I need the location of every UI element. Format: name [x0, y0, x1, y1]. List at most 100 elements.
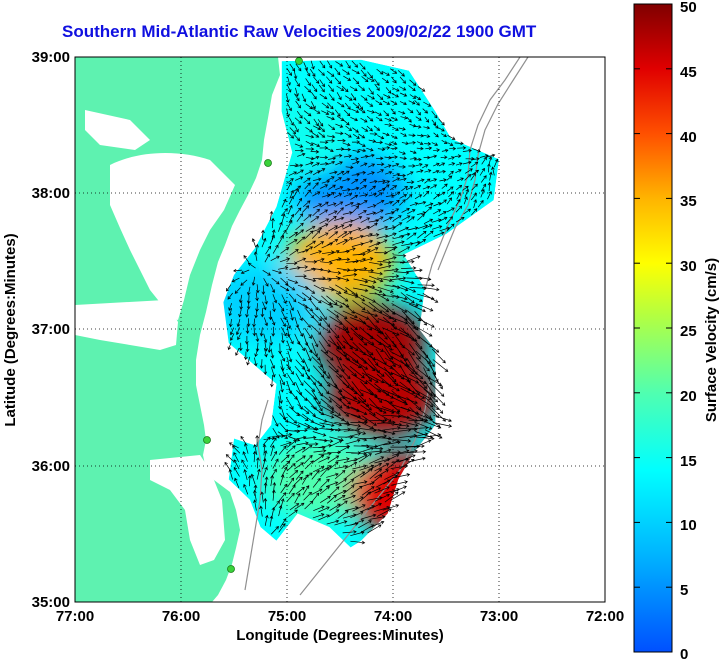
velocity-arrow [335, 478, 348, 487]
velocity-arrow [400, 284, 417, 293]
velocity-arrow [302, 317, 311, 328]
velocity-arrow [334, 201, 344, 207]
velocity-arrow [240, 279, 248, 286]
velocity-arrow [423, 420, 442, 429]
velocity-arrow [279, 422, 289, 433]
velocity-arrow [430, 184, 438, 189]
velocity-arrow [487, 163, 491, 173]
velocity-arrow [326, 359, 339, 373]
velocity-arrow [296, 197, 303, 207]
x-tick-label: 72:00 [586, 608, 624, 625]
velocity-arrow [377, 225, 389, 231]
velocity-arrow [278, 221, 283, 232]
velocity-arrow [392, 177, 401, 182]
velocity-arrow [263, 278, 269, 287]
velocity-arrow [471, 183, 478, 191]
velocity-arrow [242, 451, 248, 462]
velocity-arrow [425, 146, 433, 151]
velocity-arrow [367, 153, 375, 158]
velocity-arrow [416, 396, 434, 408]
velocity-arrow [406, 294, 423, 302]
velocity-arrow [351, 202, 361, 207]
velocity-arrow [407, 209, 416, 215]
velocity-arrow [384, 200, 393, 205]
velocity-arrow [455, 216, 465, 223]
velocity-arrow [448, 156, 455, 160]
velocity-arrow [407, 268, 423, 273]
velocity-arrow [422, 292, 439, 303]
velocity-arrow [401, 266, 417, 270]
velocity-arrow [228, 468, 233, 480]
colorbar-tick-label: 15 [680, 453, 697, 470]
velocity-arrow [390, 68, 398, 74]
velocity-arrow [359, 326, 374, 340]
y-tick-label: 35:00 [32, 594, 70, 611]
velocity-arrow [439, 226, 450, 232]
velocity-arrow [294, 333, 301, 346]
velocity-arrow [361, 232, 373, 238]
velocity-arrow [334, 335, 346, 349]
velocity-arrow [433, 162, 440, 167]
velocity-arrow [374, 493, 390, 502]
velocity-arrow [417, 283, 435, 288]
velocity-arrow [417, 213, 425, 221]
speed-region-jet-core-2 [327, 357, 438, 438]
velocity-arrow [312, 203, 323, 209]
velocity-arrow [391, 310, 408, 321]
velocity-arrow [234, 287, 241, 294]
colorbar-label: Surface Velocity (cm/s) [703, 258, 720, 422]
velocity-arrow [417, 230, 427, 239]
velocity-arrow [280, 454, 290, 463]
velocity-arrow [430, 154, 438, 159]
velocity-arrow [409, 432, 429, 438]
velocity-arrow [286, 219, 293, 230]
velocity-arrow [280, 317, 286, 327]
velocity-arrow [319, 209, 329, 216]
velocity-arrow [360, 154, 369, 159]
y-tick-labels: 39:00 38:00 37:00 36:00 35:00 [32, 49, 70, 611]
colorbar-tick-label: 30 [680, 258, 697, 275]
velocity-arrow [377, 264, 392, 270]
velocity-arrow [423, 218, 434, 225]
velocity-arrow [415, 162, 423, 167]
velocity-arrow [272, 458, 279, 469]
velocity-arrow [464, 168, 473, 174]
velocity-arrow [269, 234, 275, 245]
velocity-arrow [335, 276, 350, 282]
velocity-arrow [309, 349, 321, 361]
velocity-arrow [456, 192, 461, 200]
velocity-arrow [318, 514, 330, 521]
velocity-arrow [342, 302, 355, 314]
velocity-arrow [382, 184, 390, 190]
velocity-arrow [342, 326, 353, 341]
velocity-arrow [455, 169, 462, 174]
velocity-arrow [343, 154, 352, 159]
velocity-arrow [392, 172, 401, 177]
velocity-arrow [351, 108, 360, 114]
velocity-arrow [264, 348, 268, 358]
velocity-arrow [454, 154, 462, 158]
velocity-arrow [432, 359, 449, 372]
velocity-arrow [399, 76, 407, 84]
velocity-arrow [310, 325, 322, 335]
velocity-arrow [329, 170, 338, 175]
velocity-arrow [287, 204, 293, 215]
velocity-arrow [319, 404, 335, 414]
velocity-arrow [312, 191, 321, 197]
velocity-arrow [313, 466, 325, 473]
velocity-arrow [240, 269, 250, 274]
velocity-arrow [294, 365, 305, 378]
velocity-arrow [233, 466, 240, 477]
velocity-arrow [303, 110, 312, 117]
velocity-arrow [326, 420, 343, 427]
velocity-arrow [318, 277, 332, 282]
speed-region-coastal-slow [223, 262, 321, 343]
velocity-arrow [433, 231, 445, 237]
velocity-arrow [367, 171, 375, 175]
velocity-arrow [247, 262, 256, 269]
velocity-arrow [226, 284, 232, 292]
velocity-arrow [399, 177, 407, 182]
velocity-arrow [280, 247, 290, 254]
velocity-arrow [297, 422, 311, 429]
velocity-arrow [286, 492, 295, 502]
